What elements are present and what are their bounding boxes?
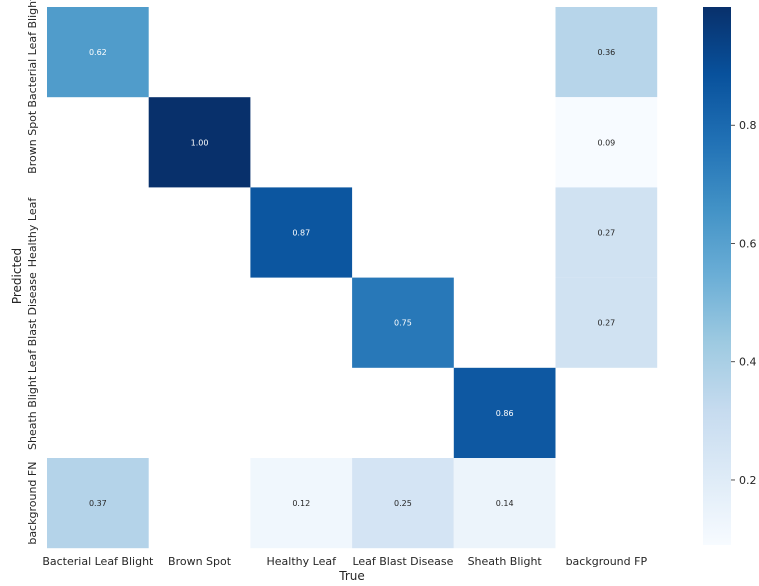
y-tick-label-background-fn: background FN <box>26 462 39 545</box>
cell-value-label-r2-c5: 0.27 <box>597 229 615 238</box>
cell-value-label-r3-c3: 0.75 <box>394 319 412 328</box>
heatmap-cell-r1-c1 <box>148 97 251 188</box>
colorbar-tick-label-0.6: 0.6 <box>739 237 757 250</box>
cell-value-label-r3-c5: 0.27 <box>597 319 615 328</box>
y-tick-label-bacterial-leaf-blight: Bacterial Leaf Blight <box>26 0 39 108</box>
x-tick-label-bacterial-leaf-blight: Bacterial Leaf Blight <box>42 555 154 568</box>
x-axis-tick-labels: Bacterial Leaf Blight Brown Spot Healthy L… <box>42 555 647 568</box>
colorbar-ticks: 0.2 0.4 0.6 0.8 <box>731 119 757 487</box>
x-tick-label-sheath-blight: Sheath Blight <box>468 555 543 568</box>
cell-value-label-r5-c4: 0.14 <box>496 499 514 508</box>
heatmap-cell-r0-c5 <box>555 7 658 98</box>
y-tick-label-leaf-blast-disease: Leaf Blast Disease <box>26 272 39 373</box>
heatmap-cell-r2-c5 <box>555 187 658 278</box>
y-tick-label-brown-spot: Brown Spot <box>26 110 39 174</box>
cell-value-label-r4-c4: 0.86 <box>496 409 514 418</box>
cell-value-label-r0-c5: 0.36 <box>597 48 615 57</box>
y-tick-label-sheath-blight: Sheath Blight <box>26 375 39 450</box>
heatmap-cell-r5-c2 <box>250 458 353 549</box>
y-tick-label-healthy-leaf: Healthy Leaf <box>26 197 39 268</box>
colorbar <box>703 7 731 545</box>
heatmap-cell-labels: 0.62 0.36 1.00 0.09 0.87 0.27 0.75 0.27 0.86 0.37… <box>89 48 615 508</box>
heatmap-cell-r3-c3 <box>352 277 454 368</box>
cell-value-label-r1-c5: 0.09 <box>597 138 615 147</box>
colorbar-tick-label-0.4: 0.4 <box>739 356 757 369</box>
heatmap-cells <box>47 7 658 549</box>
y-axis-title: Predicted <box>10 248 24 304</box>
heatmap-cell-r3-c5 <box>555 277 658 368</box>
cell-value-label-r5-c3: 0.25 <box>394 499 412 508</box>
cell-value-label-r0-c0: 0.62 <box>89 48 107 57</box>
cell-value-label-r1-c1: 1.00 <box>191 138 209 147</box>
heatmap-cell-r0-c0 <box>47 7 149 98</box>
heatmap-cell-r5-c3 <box>352 458 454 549</box>
colorbar-tick-label-0.2: 0.2 <box>739 474 757 487</box>
heatmap-cell-r4-c4 <box>453 367 556 458</box>
x-tick-label-background-fp: background FP <box>566 555 648 568</box>
x-axis-title: True <box>338 569 365 583</box>
x-tick-label-healthy-leaf: Healthy Leaf <box>267 555 338 568</box>
y-axis-tick-labels: Bacterial Leaf Blight Brown Spot Healthy L… <box>26 0 39 545</box>
heatmap-cell-r1-c5 <box>555 97 658 188</box>
colorbar-tick-label-0.8: 0.8 <box>739 119 757 132</box>
cell-value-label-r5-c0: 0.37 <box>89 499 107 508</box>
x-tick-label-leaf-blast-disease: Leaf Blast Disease <box>352 555 453 568</box>
heatmap-cell-r5-c0 <box>47 458 149 549</box>
cell-value-label-r2-c2: 0.87 <box>292 229 310 238</box>
heatmap-cell-r2-c2 <box>250 187 353 278</box>
x-tick-label-brown-spot: Brown Spot <box>168 555 232 568</box>
cell-value-label-r5-c2: 0.12 <box>292 499 310 508</box>
heatmap-cell-r5-c4 <box>453 458 556 549</box>
